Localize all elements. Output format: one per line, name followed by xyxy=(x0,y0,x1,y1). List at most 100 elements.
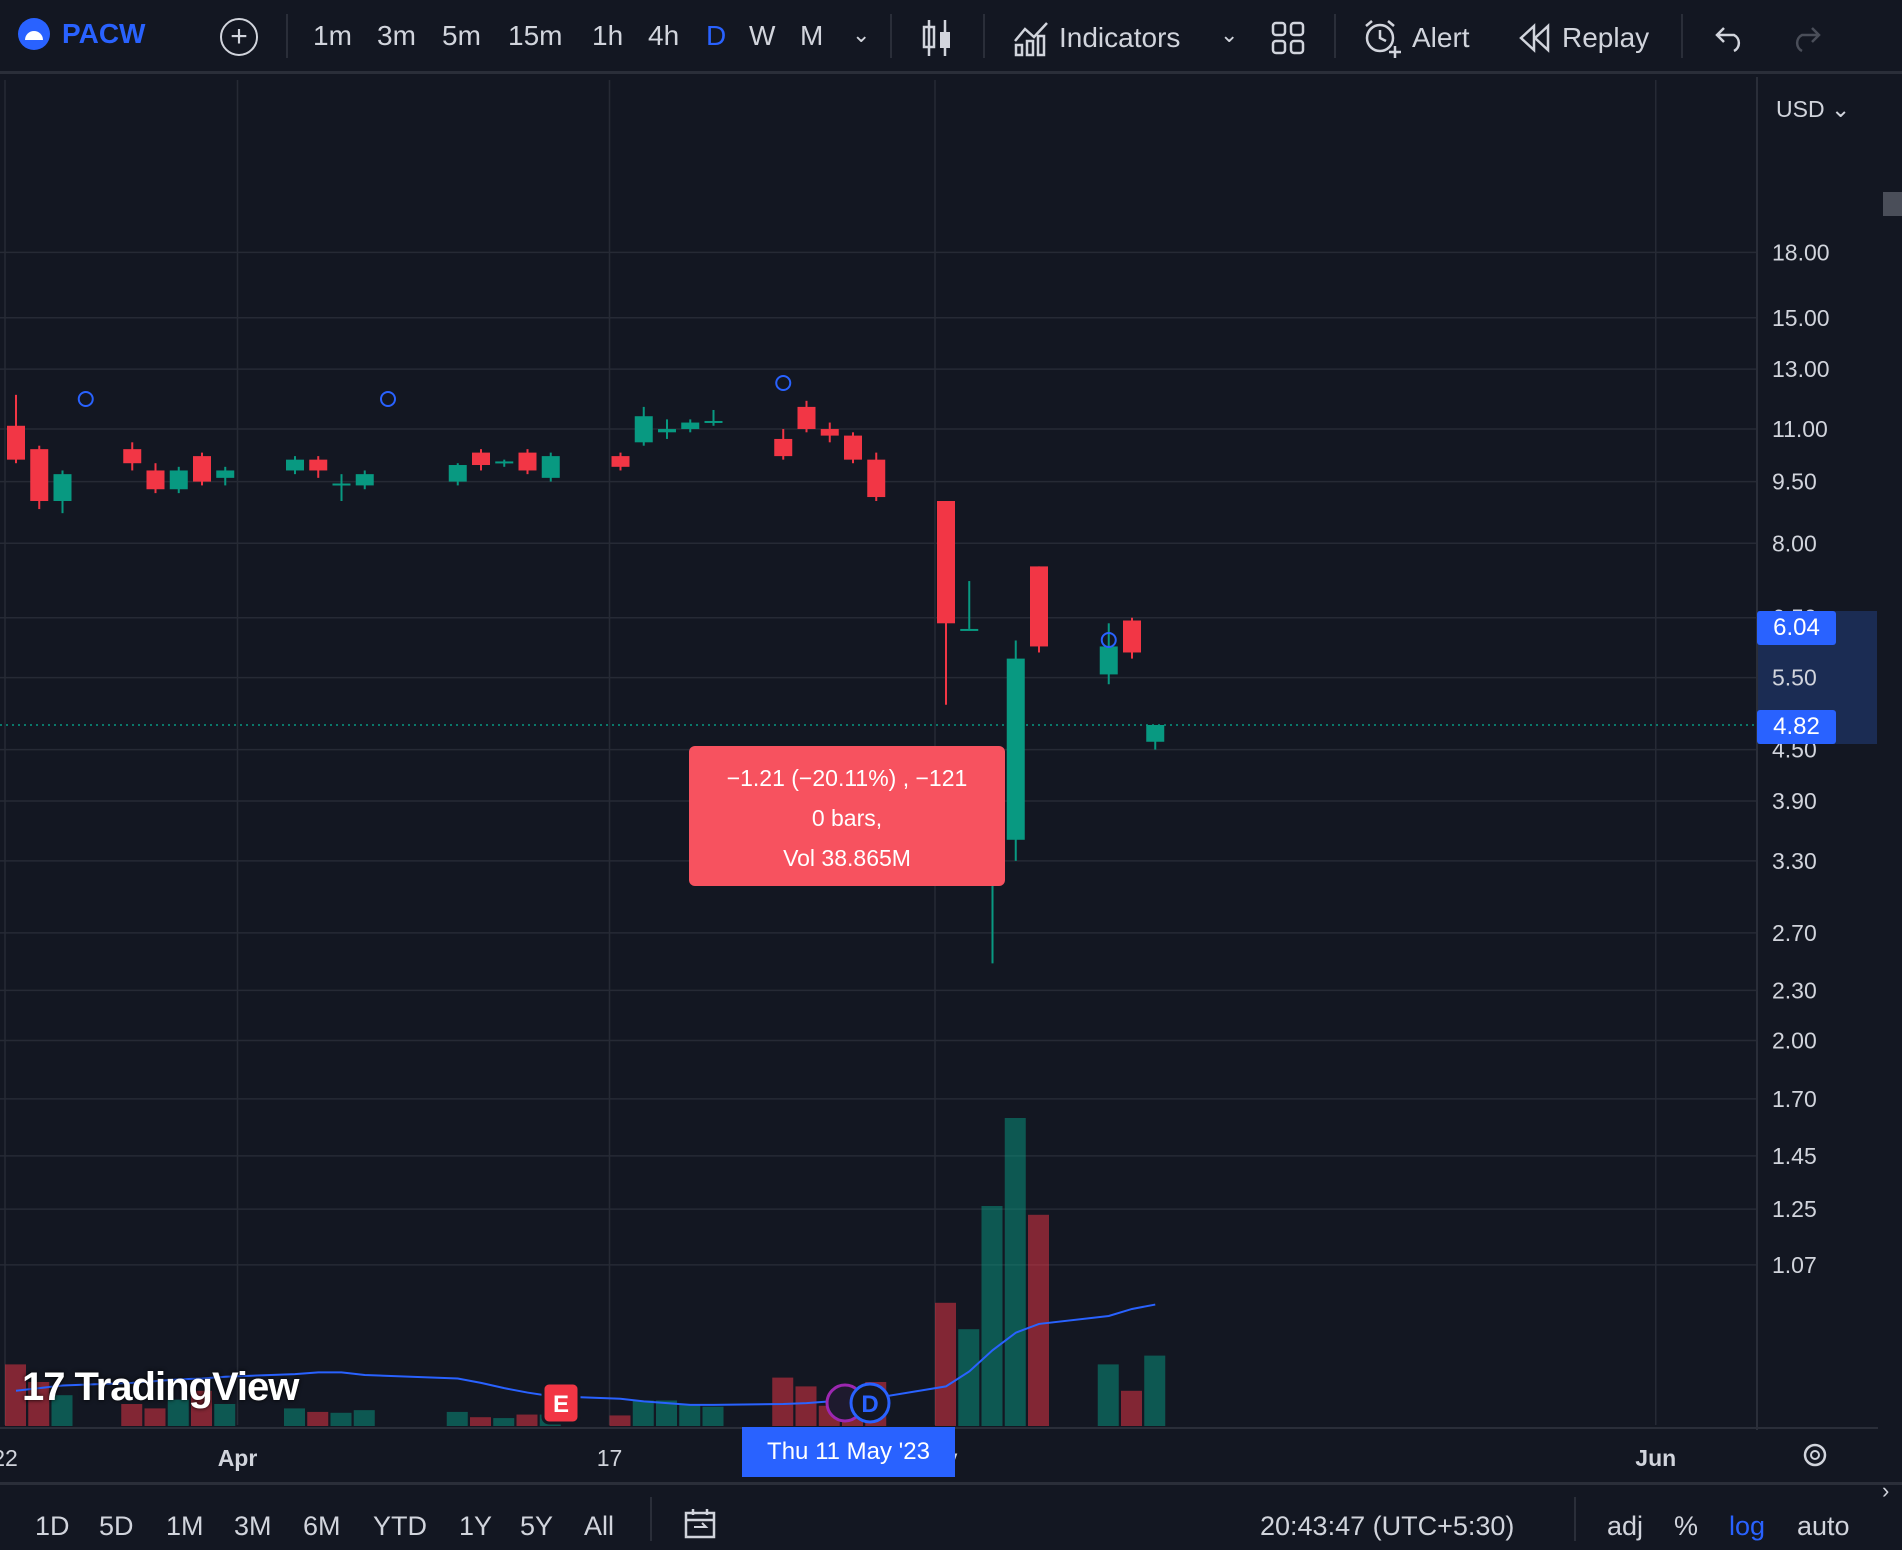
candle-body xyxy=(355,474,374,486)
undo-button[interactable] xyxy=(1714,18,1746,58)
grid-layout-icon xyxy=(1271,21,1305,55)
ticker-symbol[interactable]: PACW xyxy=(62,18,146,49)
volume-bar xyxy=(795,1386,817,1426)
indicators-button[interactable]: Indicators xyxy=(1013,18,1180,58)
price-axis-label: 1.07 xyxy=(1772,1252,1817,1278)
range-all[interactable]: All xyxy=(584,1511,615,1541)
chart-type-button[interactable] xyxy=(920,18,954,58)
go-to-date-icon[interactable] xyxy=(684,1509,716,1539)
indicators-label: Indicators xyxy=(1059,22,1181,53)
interval-1m[interactable]: 1m xyxy=(313,20,352,51)
indicators-icon xyxy=(1014,22,1048,57)
earnings-marker-label: E xyxy=(553,1391,569,1418)
volume-bar xyxy=(1121,1390,1142,1426)
volume-bar xyxy=(51,1395,73,1426)
toolbar-divider xyxy=(1334,14,1336,58)
currency-label: USD xyxy=(1776,96,1825,122)
rewind-icon xyxy=(1519,23,1550,53)
percent-scale-toggle[interactable]: % xyxy=(1674,1511,1699,1541)
range-5y[interactable]: 5Y xyxy=(520,1511,554,1541)
candle-body xyxy=(704,420,723,423)
toolbar-divider xyxy=(983,14,985,58)
split-marker-icon xyxy=(380,391,396,407)
scroll-right-chevron-icon[interactable]: › xyxy=(1882,1478,1890,1503)
interval-5m[interactable]: 5m xyxy=(442,20,481,51)
range-1y[interactable]: 1Y xyxy=(459,1511,493,1541)
redo-button[interactable] xyxy=(1790,18,1822,58)
price-axis-label: 15.00 xyxy=(1772,305,1830,331)
volume-moving-average-line xyxy=(15,1303,1156,1406)
volume-bar xyxy=(446,1411,468,1426)
interval-3m[interactable]: 3m xyxy=(377,20,416,51)
candle-body xyxy=(332,483,351,486)
volume-bar xyxy=(1097,1364,1119,1426)
candle-body xyxy=(193,456,211,482)
candle-body xyxy=(518,452,537,471)
interval-m[interactable]: M xyxy=(800,20,824,51)
redo-icon xyxy=(1795,27,1821,52)
volume-bar xyxy=(772,1377,794,1426)
volume-bar xyxy=(958,1329,980,1426)
price-axis-label: 1.70 xyxy=(1772,1086,1817,1112)
range-1m[interactable]: 1M xyxy=(166,1511,204,1541)
candle-body xyxy=(844,435,862,460)
candle-body xyxy=(30,449,49,502)
volume-bar xyxy=(1004,1118,1026,1426)
alarm-clock-icon xyxy=(1365,20,1401,58)
price-axis-label: 2.30 xyxy=(1772,977,1817,1003)
candle-body xyxy=(495,461,514,464)
price-axis-label: 3.90 xyxy=(1772,788,1817,814)
price-tag-upper: 6.04 xyxy=(1757,611,1836,645)
adj-toggle[interactable]: adj xyxy=(1607,1511,1644,1541)
alert-label: Alert xyxy=(1412,22,1470,53)
range-6m[interactable]: 6M xyxy=(303,1511,341,1541)
split-marker-icon xyxy=(1100,632,1117,648)
range-1d[interactable]: 1D xyxy=(35,1511,70,1541)
interval-15m[interactable]: 15m xyxy=(508,20,563,51)
price-axis-label: 1.25 xyxy=(1772,1196,1817,1222)
volume-bar xyxy=(702,1406,724,1426)
candle-body xyxy=(146,470,165,490)
candle-body xyxy=(960,628,979,631)
candle-body xyxy=(448,465,467,482)
interval-chevron-down-icon[interactable]: ⌄ xyxy=(852,22,871,47)
tradingview-logo-icon: 17 xyxy=(22,1365,65,1409)
chart-pane[interactable]: 18.0015.0013.0011.009.508.006.505.504.50… xyxy=(0,77,1902,1477)
volume-bar xyxy=(609,1415,631,1426)
auto-scale-toggle[interactable]: auto xyxy=(1797,1511,1850,1541)
candle-body xyxy=(169,470,188,490)
price-chart[interactable]: 18.0015.0013.0011.009.508.006.505.504.50… xyxy=(0,77,1902,1477)
interval-w[interactable]: W xyxy=(749,20,776,51)
layout-grid-button[interactable] xyxy=(1271,18,1305,58)
tradingview-wordmark: TradingView xyxy=(74,1365,300,1409)
range-5d[interactable]: 5D xyxy=(99,1511,134,1541)
right-scrollbar-track xyxy=(1878,77,1902,1477)
volume-bar xyxy=(1028,1214,1049,1426)
interval-1h[interactable]: 1h xyxy=(592,20,624,51)
volume-bar xyxy=(981,1206,1003,1426)
split-marker-icon xyxy=(77,391,94,407)
crosshair-date-tag: Thu 11 May '23 xyxy=(742,1427,955,1477)
right-scrollbar-thumb xyxy=(1883,192,1902,216)
toolbar-divider xyxy=(890,14,892,58)
price-axis-label: 11.00 xyxy=(1772,416,1828,442)
replay-button[interactable]: Replay xyxy=(1518,18,1649,58)
candle-body xyxy=(541,456,560,478)
symbol-search[interactable]: PACW xyxy=(18,18,145,50)
volume-bar xyxy=(214,1404,236,1426)
replay-label: Replay xyxy=(1562,22,1650,53)
alert-button[interactable]: Alert xyxy=(1362,18,1470,58)
candle-body xyxy=(1123,620,1141,653)
range-3m[interactable]: 3M xyxy=(234,1511,272,1541)
interval-d[interactable]: D xyxy=(706,20,727,51)
interval-4h[interactable]: 4h xyxy=(648,20,680,51)
candle-body xyxy=(472,452,490,466)
time-axis-label: Apr xyxy=(218,1445,258,1471)
indicators-chevron-down-icon[interactable]: ⌄ xyxy=(1220,22,1239,47)
clock-timezone[interactable]: 20:43:47 (UTC+5:30) xyxy=(1260,1511,1515,1541)
log-scale-toggle[interactable]: log xyxy=(1729,1511,1766,1541)
volume-bar xyxy=(935,1302,956,1426)
currency-selector[interactable]: USD ⌄ xyxy=(1776,96,1851,122)
range-ytd[interactable]: YTD xyxy=(373,1511,427,1541)
compare-add-icon[interactable]: + xyxy=(220,18,258,56)
